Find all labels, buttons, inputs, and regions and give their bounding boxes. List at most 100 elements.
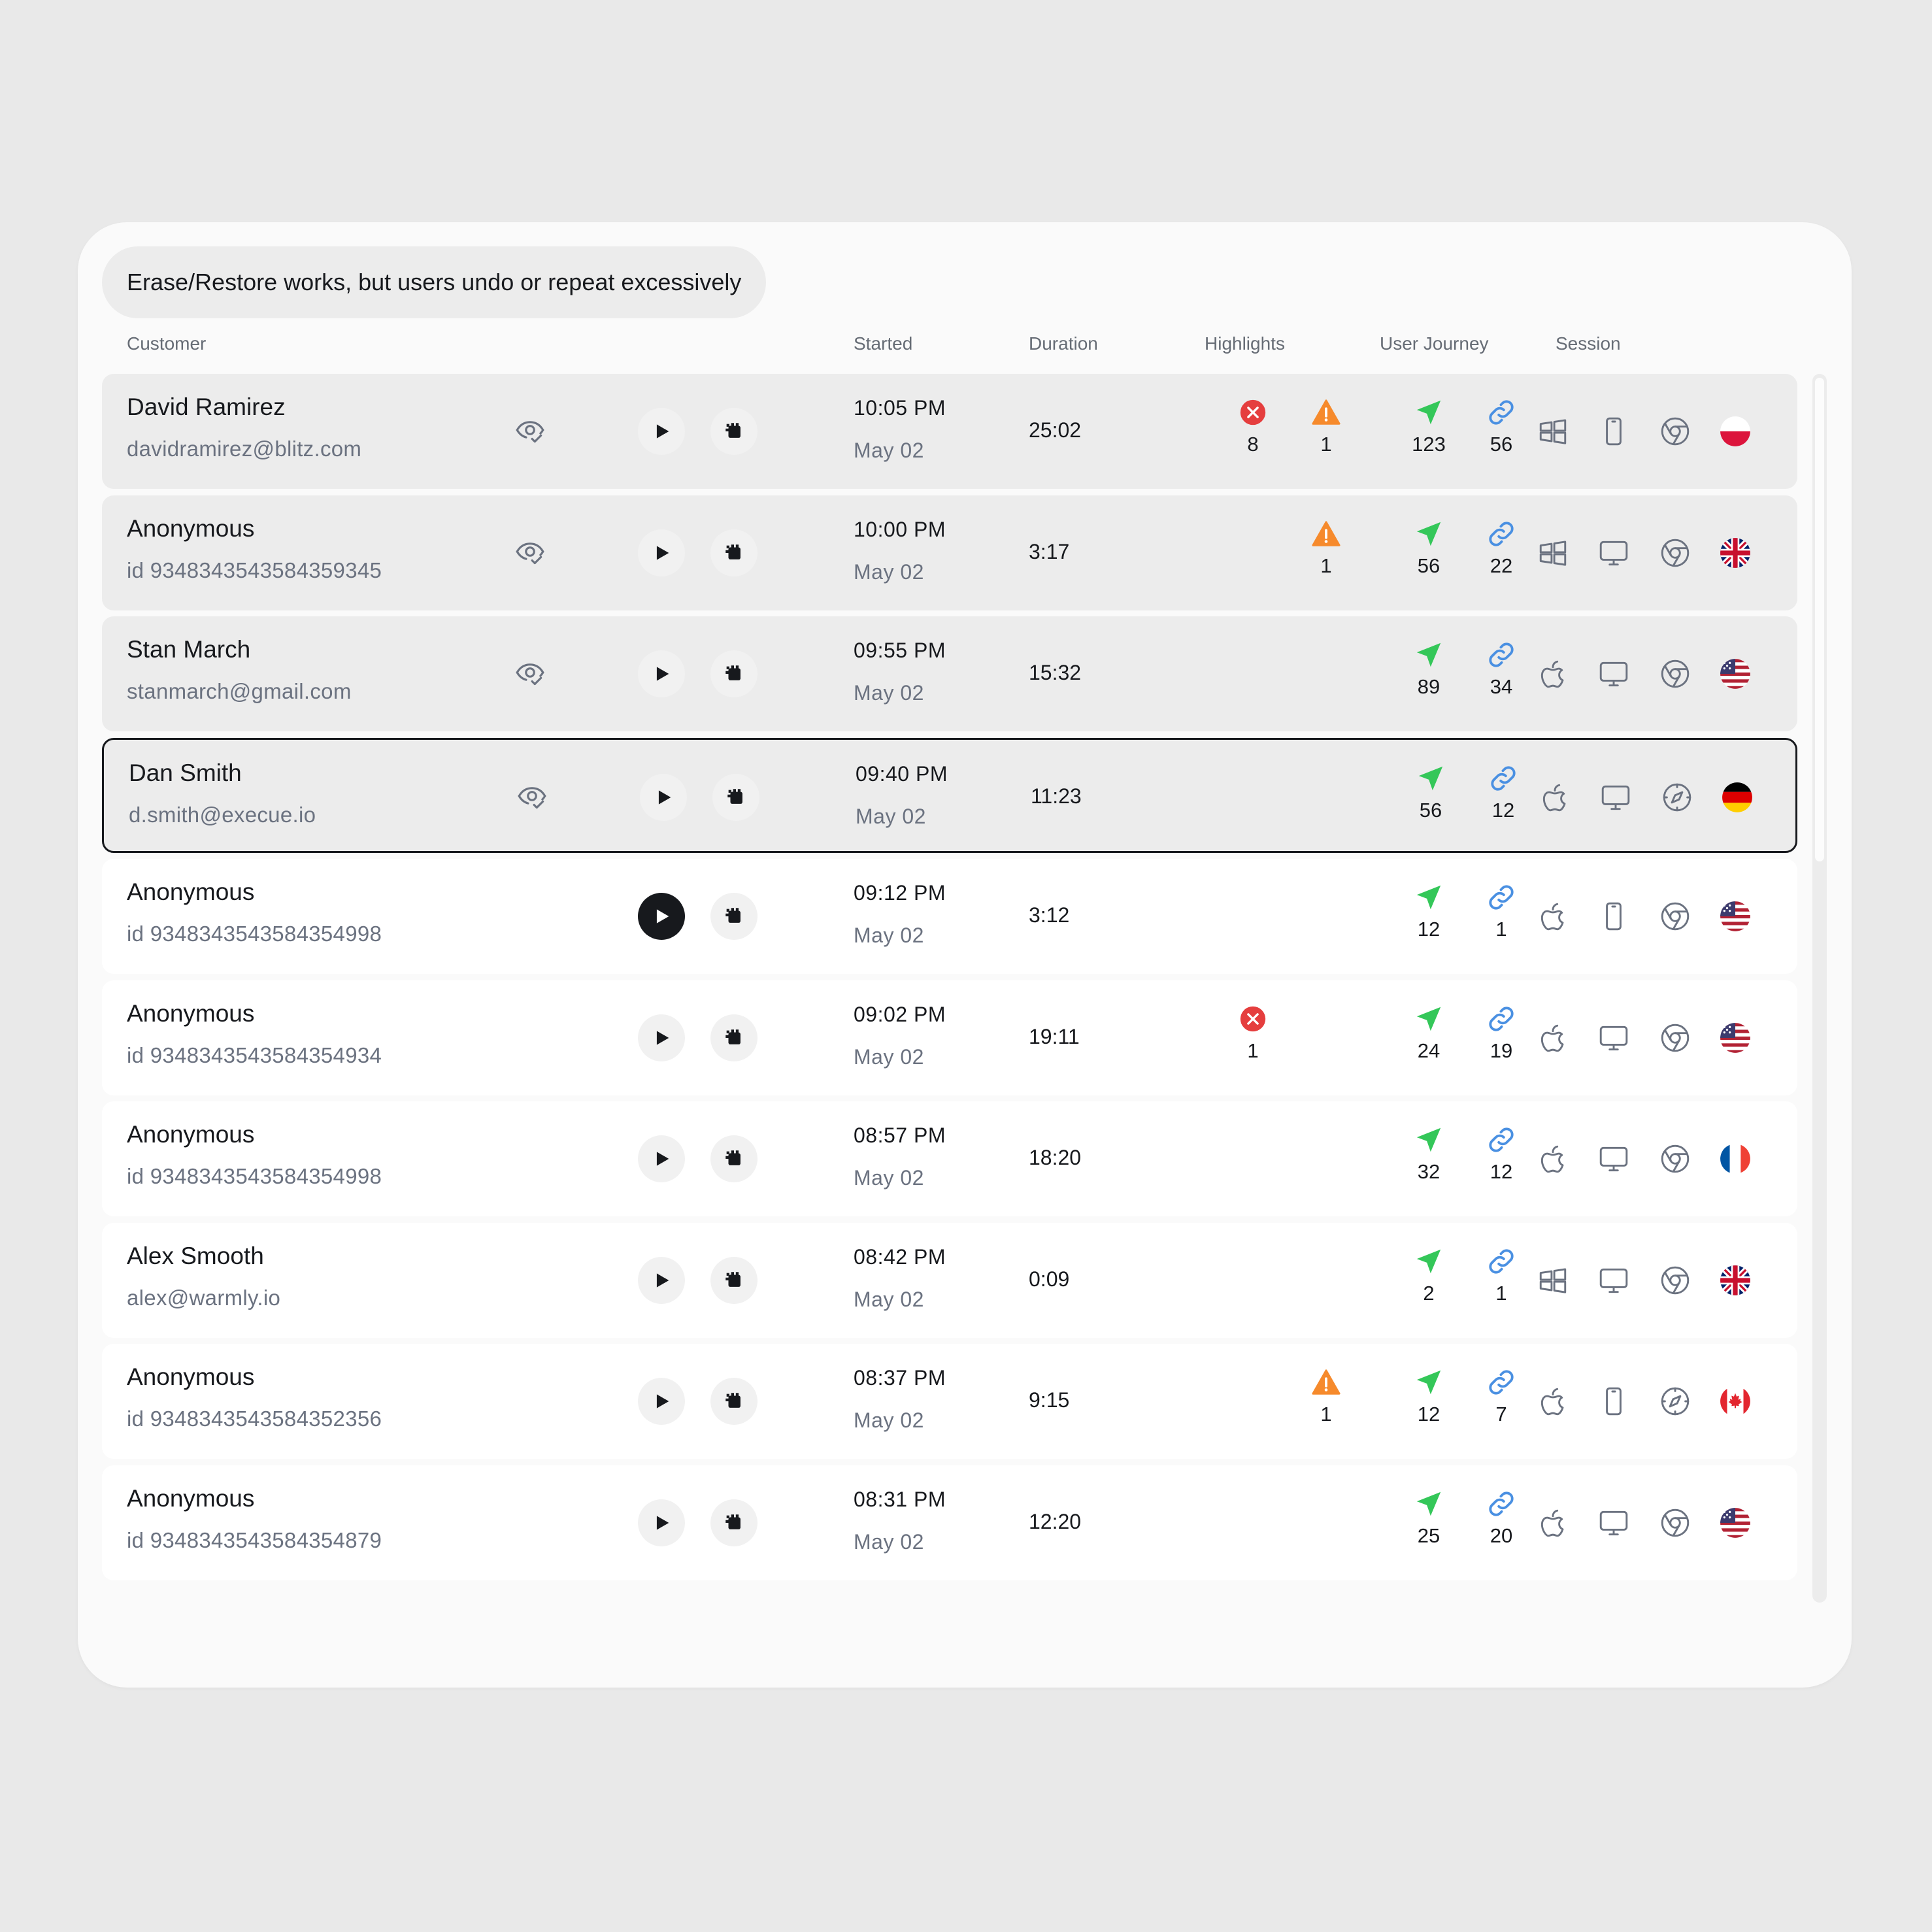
journey-arrow-icon	[1414, 519, 1444, 549]
journey-pages-count: 7	[1495, 1403, 1507, 1425]
insight-banner[interactable]: Erase/Restore works, but users undo or r…	[102, 246, 767, 318]
warnings-highlight[interactable]: 1	[1297, 519, 1356, 578]
journey-clicks-count: 32	[1417, 1160, 1441, 1183]
customer-identifier: stanmarch@gmail.com	[127, 679, 352, 703]
watched-eye-icon[interactable]	[514, 537, 546, 569]
flag-poland-icon	[1719, 415, 1752, 448]
customer-identifier: id 9348343543584354879	[127, 1528, 382, 1552]
customer-name[interactable]: David Ramirez	[127, 393, 286, 420]
play-button[interactable]	[638, 1257, 685, 1304]
customer-identifier: alex@warmly.io	[127, 1286, 281, 1310]
journey-clicks-count: 25	[1417, 1524, 1441, 1547]
clip-button[interactable]	[710, 1257, 758, 1304]
scrollbar-thumb[interactable]	[1815, 378, 1824, 861]
table-row[interactable]: David Ramirez davidramirez@blitz.com 10:05…	[102, 374, 1797, 489]
journey-clicks-count: 89	[1417, 675, 1441, 698]
customer-name[interactable]: Anonymous	[127, 1485, 255, 1512]
play-button[interactable]	[638, 1135, 685, 1182]
clip-button[interactable]	[710, 1378, 758, 1425]
column-customer[interactable]: Customer	[127, 333, 207, 354]
table-row[interactable]: Anonymous id 9348343543584354879 08:31 PM M…	[102, 1465, 1797, 1580]
journey-pages[interactable]: 34	[1472, 640, 1531, 699]
play-button[interactable]	[638, 1499, 685, 1546]
customer-name[interactable]: Anonymous	[127, 515, 255, 542]
journey-clicks-count: 56	[1419, 799, 1442, 822]
play-button[interactable]	[638, 1378, 685, 1425]
customer-name[interactable]: Anonymous	[127, 878, 255, 905]
column-highlights[interactable]: Highlights	[1205, 333, 1285, 354]
warnings-highlight[interactable]: 1	[1297, 1367, 1356, 1426]
session-duration: 12:20	[1029, 1510, 1082, 1533]
column-duration[interactable]: Duration	[1029, 333, 1098, 354]
clip-button[interactable]	[710, 408, 758, 455]
customer-name[interactable]: Stan March	[127, 636, 251, 663]
clip-button[interactable]	[710, 650, 758, 697]
scrollbar[interactable]	[1812, 374, 1827, 1603]
flag-france-icon	[1719, 1142, 1752, 1175]
apple-icon	[1537, 900, 1569, 933]
errors-highlight[interactable]: 1	[1224, 1004, 1282, 1063]
journey-clicks[interactable]: 32	[1399, 1125, 1458, 1184]
play-button[interactable]	[640, 774, 687, 821]
started-time: 09:55 PM	[854, 639, 946, 662]
table-row[interactable]: Anonymous id 9348343543584354998 09:12 PM M…	[102, 859, 1797, 974]
customer-name[interactable]: Alex Smooth	[127, 1242, 264, 1269]
journey-pages[interactable]: 19	[1472, 1004, 1531, 1063]
warnings-highlight[interactable]: 1	[1297, 397, 1356, 456]
journey-clicks[interactable]: 89	[1399, 640, 1458, 699]
journey-arrow-icon	[1414, 1367, 1444, 1397]
journey-pages[interactable]: 56	[1472, 397, 1531, 456]
journey-clicks[interactable]: 56	[1399, 519, 1458, 578]
watched-eye-icon[interactable]	[514, 658, 546, 690]
journey-clicks[interactable]: 56	[1401, 763, 1460, 822]
play-button[interactable]	[638, 1014, 685, 1061]
clip-button[interactable]	[710, 1135, 758, 1182]
table-row[interactable]: Anonymous id 9348343543584352356 08:37 PM M…	[102, 1344, 1797, 1459]
journey-pages[interactable]: 12	[1474, 763, 1533, 822]
journey-clicks[interactable]: 12	[1399, 1367, 1458, 1426]
clip-button[interactable]	[710, 529, 758, 576]
windows-icon	[1537, 415, 1569, 448]
errors-highlight[interactable]: 8	[1224, 397, 1282, 456]
customer-name[interactable]: Dan Smith	[129, 759, 242, 786]
column-session[interactable]: Session	[1556, 333, 1621, 354]
clip-button[interactable]	[710, 1014, 758, 1061]
chrome-icon	[1659, 537, 1691, 569]
link-icon	[1488, 763, 1518, 793]
table-row[interactable]: Alex Smooth alex@warmly.io 08:42 PM May 02 0…	[102, 1223, 1797, 1338]
clip-button[interactable]	[712, 774, 759, 821]
journey-clicks[interactable]: 24	[1399, 1004, 1458, 1063]
journey-clicks[interactable]: 12	[1399, 882, 1458, 941]
started-date: May 02	[856, 805, 926, 828]
journey-clicks[interactable]: 25	[1399, 1489, 1458, 1548]
customer-name[interactable]: Anonymous	[127, 1363, 255, 1390]
table-row[interactable]: Stan March stanmarch@gmail.com 09:55 PM May…	[102, 616, 1797, 731]
table-row[interactable]: Anonymous id 9348343543584354934 09:02 PM M…	[102, 980, 1797, 1095]
clip-button[interactable]	[710, 1499, 758, 1546]
play-button[interactable]	[638, 529, 685, 576]
journey-pages[interactable]: 20	[1472, 1489, 1531, 1548]
table-row[interactable]: Dan Smith d.smith@execue.io 09:40 PM May 02…	[102, 738, 1797, 853]
column-started[interactable]: Started	[854, 333, 913, 354]
column-user-journey[interactable]: User Journey	[1380, 333, 1489, 354]
play-button[interactable]	[638, 408, 685, 455]
journey-pages[interactable]: 22	[1472, 519, 1531, 578]
customer-name[interactable]: Anonymous	[127, 1121, 255, 1148]
clip-button[interactable]	[710, 893, 758, 940]
watched-eye-icon[interactable]	[516, 781, 548, 814]
table-row[interactable]: Anonymous id 9348343543584354998 08:57 PM M…	[102, 1101, 1797, 1216]
journey-pages[interactable]: 1	[1472, 882, 1531, 941]
journey-pages[interactable]: 7	[1472, 1367, 1531, 1426]
watched-eye-icon[interactable]	[514, 415, 546, 448]
play-button[interactable]	[638, 650, 685, 697]
table-row[interactable]: Anonymous id 9348343543584359345 10:00 PM M…	[102, 495, 1797, 610]
journey-pages[interactable]: 12	[1472, 1125, 1531, 1184]
journey-clicks[interactable]: 123	[1399, 397, 1458, 456]
journey-pages[interactable]: 1	[1472, 1246, 1531, 1305]
flag-canada-icon	[1719, 1385, 1752, 1418]
warning-icon	[1311, 397, 1341, 427]
customer-name[interactable]: Anonymous	[127, 1000, 255, 1027]
desktop-icon	[1597, 1022, 1630, 1054]
journey-clicks[interactable]: 2	[1399, 1246, 1458, 1305]
play-button[interactable]	[638, 893, 685, 940]
